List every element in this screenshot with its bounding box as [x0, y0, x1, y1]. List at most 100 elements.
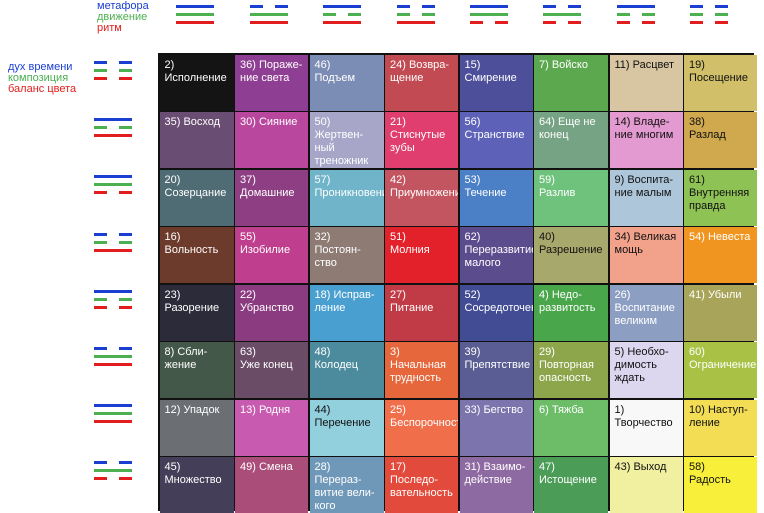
column-trigram	[250, 5, 288, 29]
hexagram-cell: 38) Разлад	[684, 112, 757, 168]
hexagram-cell: 19) Посещение	[684, 54, 757, 111]
column-trigram-line	[250, 13, 288, 16]
row-trigram-line	[94, 61, 132, 64]
hexagram-cell: 24) Возвра- щение	[385, 54, 458, 111]
column-trigram	[690, 5, 728, 29]
hexagram-cell: 32) Постоян- ство	[309, 227, 384, 283]
hexagram-cell: 51) Молния	[385, 227, 458, 283]
hexagram-cell: 11) Расцвет	[609, 54, 683, 111]
row-trigram-line	[94, 175, 132, 179]
legend-zeitgeist-label: дух времени	[8, 61, 73, 73]
hexagram-cell: 12) Упадок	[159, 399, 234, 456]
row-trigram-line	[94, 240, 132, 244]
hexagram-cell: 8) Сбли- жение	[159, 342, 234, 398]
column-trigram-line	[250, 21, 288, 24]
row-trigram	[94, 232, 132, 257]
hexagram-cell: 5) Необхо- димость ждать	[609, 342, 683, 398]
row-trigram-line	[94, 404, 132, 408]
legend-metaphor-label: метафора	[97, 0, 149, 12]
hexagram-cell: 47) Истощение	[534, 457, 608, 513]
hexagram-cell: 54) Невеста	[684, 227, 757, 283]
hexagram-cell: 34) Великая мощь	[609, 227, 683, 283]
row-trigram	[94, 175, 132, 199]
column-trigram-line	[690, 5, 728, 8]
hexagram-cell: 6) Тяжба	[534, 399, 608, 456]
hexagram-cell: 40) Разрешение	[534, 227, 608, 283]
row-trigram-line	[94, 347, 132, 350]
row-trigram-line	[94, 118, 132, 122]
legend-movement-label: движение	[97, 11, 148, 23]
row-trigram	[94, 118, 132, 142]
hexagram-cell: 36) Пораже- ние света	[235, 54, 308, 111]
column-trigram	[543, 5, 581, 29]
column-trigram-line	[176, 13, 214, 16]
column-trigram-line	[323, 13, 361, 16]
row-trigram	[94, 61, 132, 85]
hexagram-cell: 37) Домашние	[235, 169, 308, 226]
column-trigram-line	[543, 13, 581, 16]
hexagram-cell: 61) Внутренняя правда	[684, 169, 757, 226]
row-trigram-line	[94, 305, 132, 309]
hexagram-cell: 30) Сияние	[235, 112, 308, 168]
hexagram-cell: 57) Проникновение	[309, 169, 384, 226]
hexagram-cell: 9) Воспита- ние малым	[609, 169, 683, 226]
hexagram-cell: 13) Родня	[235, 399, 308, 456]
column-trigram-line	[690, 13, 728, 16]
hexagram-cell: 41) Убыли	[684, 284, 757, 341]
column-trigram-line	[617, 5, 655, 8]
hexagram-cell: 23) Разорение	[159, 284, 234, 341]
hexagram-cell: 21) Стиснутые зубы	[385, 112, 458, 168]
column-trigram-line	[470, 21, 508, 24]
hexagram-cell: 46) Подъем	[309, 54, 384, 111]
row-trigram-line	[94, 232, 132, 236]
row-trigram-line	[94, 469, 132, 473]
row-trigram-line	[94, 461, 132, 465]
column-trigram-line	[250, 5, 288, 8]
column-trigram-line	[470, 13, 508, 16]
row-trigram-line	[94, 289, 132, 293]
hexagram-cell: 50) Жертвен- ный треножник	[309, 112, 384, 168]
hexagram-cell: 25) Беспорочность	[385, 399, 458, 456]
hexagram-cell: 35) Восход	[159, 112, 234, 168]
row-trigram-line	[94, 363, 132, 366]
hexagram-cell: 62) Переразвитие малого	[459, 227, 533, 283]
hexagram-cell: 58) Радость	[684, 457, 757, 513]
hexagram-cell: 63) Уже конец	[235, 342, 308, 398]
hexagram-cell: 18) Исправ- ление	[309, 284, 384, 341]
column-trigram-line	[176, 5, 214, 8]
hexagram-cell: 3) Начальная трудность	[385, 342, 458, 398]
column-trigram-line	[397, 21, 435, 24]
hexagram-cell: 16) Вольность	[159, 227, 234, 283]
legend-color-balance-label: баланс цвета	[8, 83, 77, 95]
hexagram-cell: 28) Перераз- витие вели- кого	[309, 457, 384, 513]
hexagram-cell: 26) Воспитание великим	[609, 284, 683, 341]
hexagram-cell: 31) Взаимо- действие	[459, 457, 533, 513]
hexagram-cell: 4) Недо- развитость	[534, 284, 608, 341]
column-trigram-line	[617, 21, 655, 24]
column-trigram-line	[323, 5, 361, 8]
row-trigram	[94, 347, 132, 371]
row-trigram-line	[94, 477, 132, 481]
hexagram-cell: 56) Странствие	[459, 112, 533, 168]
row-trigram-line	[94, 183, 132, 187]
row-trigram	[94, 404, 132, 428]
column-trigram-line	[470, 5, 508, 8]
hexagram-cell: 60) Ограничение	[684, 342, 757, 398]
hexagram-cell: 33) Бегство	[459, 399, 533, 456]
hexagram-cell: 44) Перечение	[309, 399, 384, 456]
hexagram-cell: 14) Владе- ние многим	[609, 112, 683, 168]
hexagram-cell: 2) Исполнение	[159, 54, 234, 111]
column-trigram-line	[397, 13, 435, 16]
legend-composition-label: композиция	[8, 72, 69, 84]
hexagram-cell: 7) Войско	[534, 54, 608, 111]
hexagram-cell: 20) Созерцание	[159, 169, 234, 226]
column-trigram	[176, 5, 214, 29]
column-trigram-line	[543, 21, 581, 24]
hexagram-cell: 48) Колодец	[309, 342, 384, 398]
hexagram-cell: 52) Сосредоточенность	[459, 284, 533, 341]
row-trigram-line	[94, 248, 132, 252]
column-trigram	[323, 5, 361, 29]
hexagram-cell: 43) Выход	[609, 457, 683, 513]
column-trigram-line	[323, 21, 361, 24]
hexagram-cell: 59) Разлив	[534, 169, 608, 226]
